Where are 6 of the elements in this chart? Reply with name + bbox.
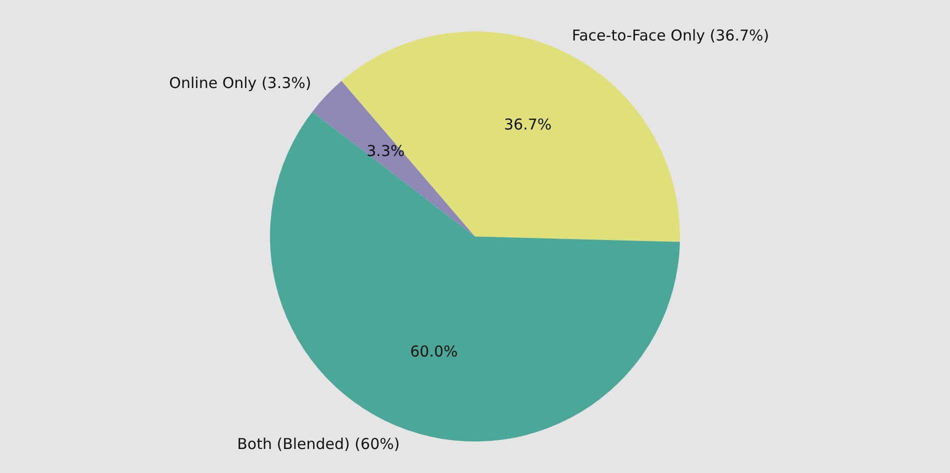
data-label: 3.3% [366,142,405,160]
slice-label: Online Only (3.3%) [169,74,312,92]
slice-label: Both (Blended) (60%) [237,435,400,454]
data-label: 36.7% [504,115,552,134]
slice-label: Face-to-Face Only (36.7%) [572,26,770,44]
data-label: 60.0% [410,342,458,360]
